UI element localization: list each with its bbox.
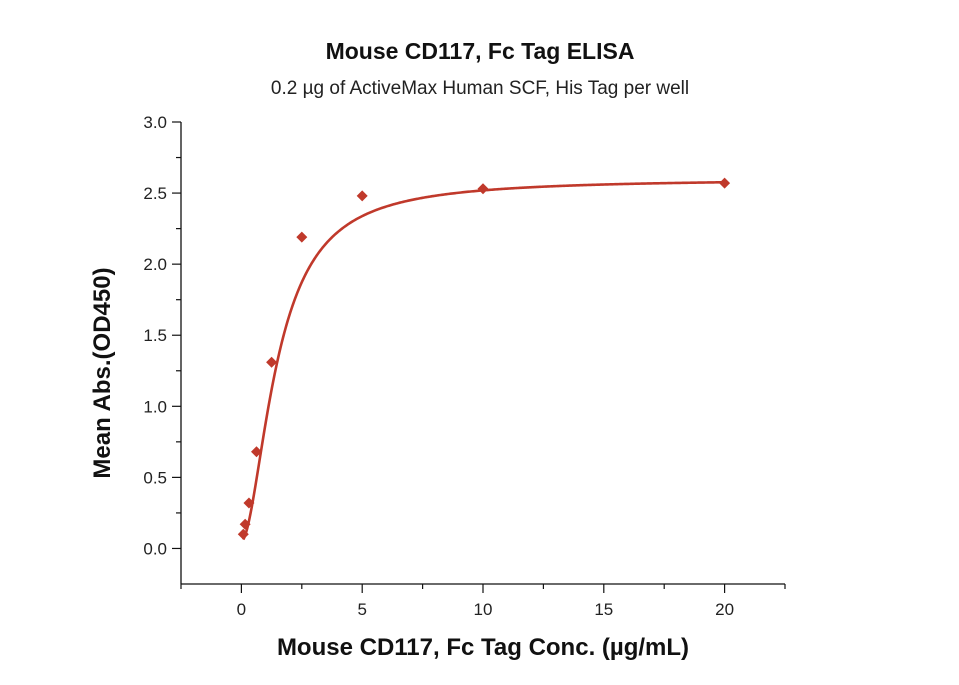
- fit-curve: [242, 180, 725, 541]
- x-tick-label: 5: [357, 600, 366, 619]
- y-tick-label: 1.5: [143, 326, 167, 345]
- fit-curve-group: [242, 180, 725, 541]
- y-tick-label: 0.5: [143, 468, 167, 487]
- chart-title: Mouse CD117, Fc Tag ELISA: [326, 38, 635, 64]
- x-axis: 0 5 10 15 20: [180, 583, 786, 619]
- x-tick-label: 15: [594, 600, 613, 619]
- x-tick-label: 0: [237, 600, 246, 619]
- y-axis: 0.0 0.5 1.0 1.5 2.0 2.5 3.0: [143, 113, 182, 584]
- data-point-diamond: [719, 177, 731, 189]
- data-points: [237, 177, 731, 540]
- data-point-diamond: [243, 497, 255, 509]
- data-point-diamond: [356, 190, 368, 202]
- data-point-diamond: [251, 446, 262, 458]
- y-tick-label: 1.0: [143, 397, 167, 416]
- y-tick-label: 2.0: [143, 255, 167, 274]
- data-point-diamond: [237, 528, 249, 540]
- data-point-diamond: [239, 518, 251, 530]
- chart-subtitle: 0.2 µg of ActiveMax Human SCF, His Tag p…: [271, 78, 689, 99]
- x-axis-label: Mouse CD117, Fc Tag Conc. (µg/mL): [277, 634, 689, 661]
- y-tick-label: 2.5: [143, 184, 167, 203]
- x-tick-label: 10: [474, 600, 493, 619]
- y-tick-label: 0.0: [143, 539, 167, 558]
- data-point-diamond: [266, 356, 278, 368]
- x-tick-label: 20: [715, 600, 734, 619]
- data-point-diamond: [296, 231, 308, 243]
- data-point-diamond: [477, 183, 489, 195]
- y-tick-label: 3.0: [143, 113, 167, 132]
- y-axis-label: Mean Abs.(OD450): [89, 267, 116, 478]
